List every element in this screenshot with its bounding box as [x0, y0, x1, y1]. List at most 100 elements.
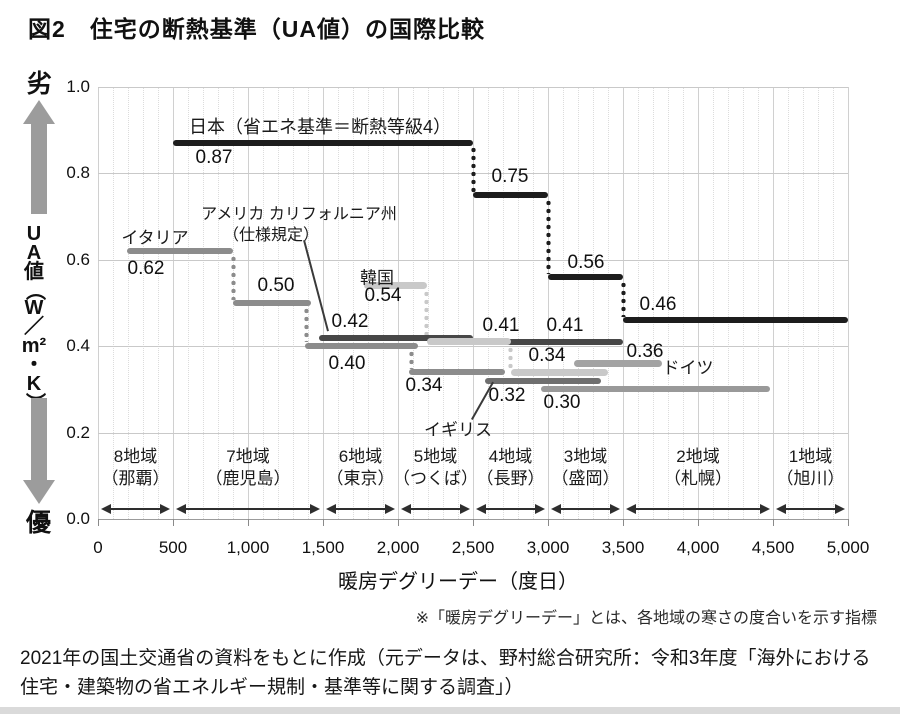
series-segment: [510, 368, 608, 376]
country-label: 日本（省エネ基準＝断熱等級4）: [188, 117, 452, 137]
source-text: 2021年の国土交通省の資料をもとに作成（元データは、野村総合研究所：令和3年度…: [20, 644, 870, 702]
worse-label: 劣: [27, 70, 53, 98]
y-axis-unit-char: K: [26, 373, 42, 395]
country-label: 韓国: [360, 268, 394, 288]
grid-line-minor: [503, 87, 504, 519]
value-label: 0.30: [543, 392, 581, 413]
grid-line-minor: [833, 87, 834, 519]
grid-line-minor: [653, 87, 654, 519]
grid-line-minor: [128, 87, 129, 519]
y-tick-label: 1.0: [66, 77, 90, 96]
grid-line-minor: [683, 87, 684, 519]
grid-line-minor: [533, 87, 534, 519]
region-range-arrow-line: [635, 508, 761, 510]
y-axis-unit-char: A: [26, 242, 42, 264]
value-label: 0.87: [195, 147, 233, 168]
grid-line-minor: [218, 87, 219, 519]
region-zone: 8地域: [113, 447, 158, 466]
x-axis-tick: [173, 519, 174, 526]
step-connector-dots: [545, 199, 551, 275]
grid-line-minor: [563, 87, 564, 519]
value-label: 0.32: [488, 385, 526, 406]
grid-line-minor: [143, 87, 144, 519]
series-segment: [318, 334, 473, 341]
step-connector-dots: [230, 255, 236, 300]
region-range-arrowhead-right: [385, 504, 395, 514]
region-range-arrowhead-right: [160, 504, 170, 514]
region-zone: 6地域: [338, 447, 383, 466]
step-connector-dots: [470, 146, 476, 192]
y-axis-unit-char: W: [24, 297, 44, 319]
series-segment: [485, 377, 601, 384]
region-range-arrowhead-left: [626, 504, 636, 514]
grid-line-minor: [368, 87, 369, 519]
grid-line-minor: [158, 87, 159, 519]
grid-line-minor: [578, 87, 579, 519]
step-connector-dots: [508, 346, 513, 368]
better-label: 優: [26, 509, 52, 537]
grid-line-major: [398, 87, 399, 519]
region-label: 2地域 （札幌）: [664, 446, 732, 490]
region-zone: 2地域: [676, 447, 720, 466]
step-connector-dots: [304, 307, 309, 342]
series-segment: [473, 338, 623, 345]
x-tick-label: 2,500: [451, 538, 495, 557]
region-zone: 4地域: [488, 447, 533, 466]
region-label: 7地域 （鹿児島）: [206, 446, 291, 490]
region-zone: 1地域: [788, 447, 833, 466]
country-label: ドイツ: [662, 358, 714, 378]
region-range-arrowhead-right: [310, 504, 320, 514]
grid-line-minor: [758, 87, 759, 519]
grid-line-h: [98, 346, 848, 348]
region-city: （那覇）: [101, 469, 170, 488]
y-tick-label: 0.6: [66, 249, 90, 269]
x-axis-tick: [98, 519, 99, 526]
value-label: 0.46: [639, 294, 677, 315]
grid-line-minor: [488, 87, 489, 519]
grid-line-minor: [203, 87, 204, 519]
y-axis-unit-char: ・: [24, 354, 44, 376]
country-label: アメリカ カリフォルニア州: [201, 206, 397, 223]
country-label: （仕様規定）: [222, 227, 320, 244]
x-axis-tick: [323, 519, 324, 526]
value-label: 0.41: [482, 315, 520, 336]
ua-scale-arrow-up-shaft: [31, 122, 47, 214]
y-tick-label: 0.4: [66, 336, 90, 356]
region-range-arrowhead-left: [401, 504, 411, 514]
value-label: 0.75: [491, 166, 529, 187]
region-range-arrowhead-right: [610, 504, 620, 514]
grid-line-minor: [338, 87, 339, 519]
value-label: 0.54: [364, 285, 402, 306]
region-city: （東京）: [326, 469, 395, 488]
region-range-arrow-line: [185, 508, 311, 510]
grid-line-major: [548, 87, 549, 519]
step-connector-dots: [620, 281, 626, 317]
x-axis-tick: [398, 519, 399, 526]
region-range-arrowhead-left: [101, 504, 111, 514]
series-segment: [126, 248, 233, 255]
y-axis-unit: UA値（W／m²・K）: [14, 223, 54, 413]
x-axis-tick: [548, 519, 549, 526]
source-line: 2021年の国土交通省の資料をもとに作成（元データは、野村総合研究所：令和3年度…: [20, 648, 871, 669]
region-range-arrow-line: [110, 508, 161, 510]
region-label: 5地域 （つくば）: [393, 446, 478, 490]
x-tick-label: 1,000: [226, 538, 270, 557]
y-tick-label: 0.0: [66, 509, 90, 528]
grid-line-minor: [518, 87, 519, 519]
x-tick-label: 500: [158, 538, 188, 557]
grid-line-minor: [638, 87, 639, 519]
series-segment: [305, 343, 418, 350]
y-axis-unit-char: U: [26, 223, 42, 245]
grid-line-minor: [818, 87, 819, 519]
x-axis-tick: [248, 519, 249, 526]
series-segment: [623, 317, 848, 324]
x-tick-label: 0: [93, 538, 103, 557]
region-label: 1地域 （旭川）: [777, 446, 845, 490]
series-segment: [233, 300, 311, 306]
grid-line-minor: [353, 87, 354, 519]
series-segment: [548, 274, 623, 281]
footnote: ※「暖房デグリーデー」とは、各地域の寒さの度合いを示す指標: [415, 610, 877, 627]
y-axis-unit-char: 値: [24, 261, 44, 283]
region-range-arrow-line: [485, 508, 536, 510]
